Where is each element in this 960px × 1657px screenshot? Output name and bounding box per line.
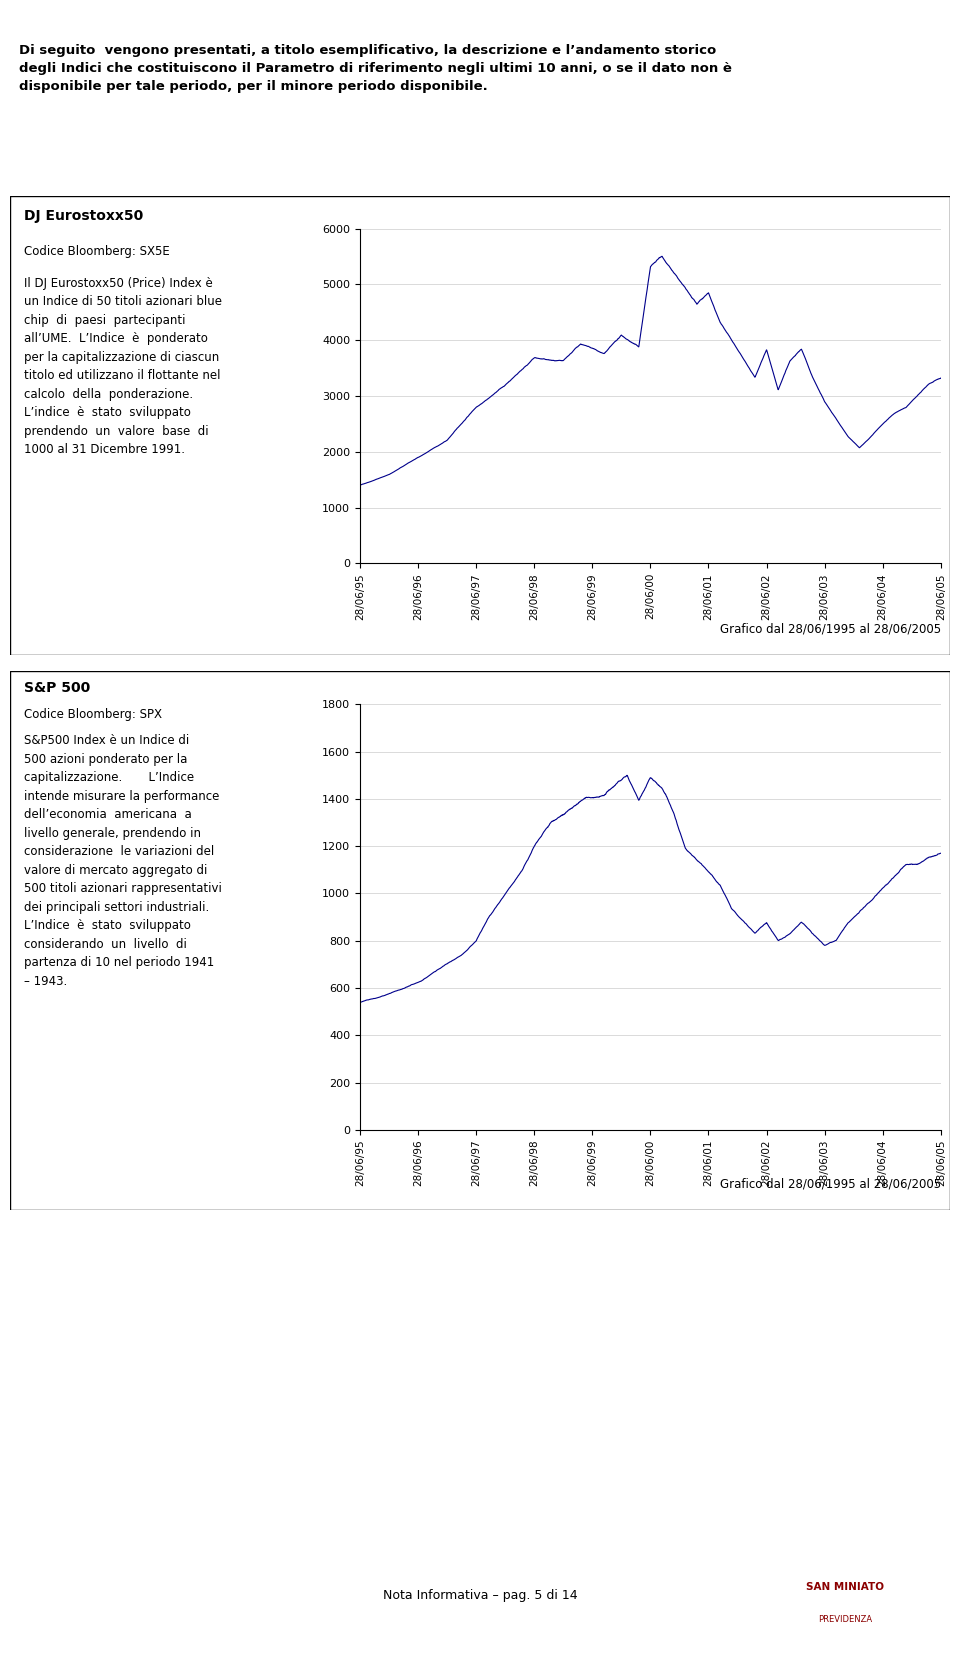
Text: Il DJ Eurostoxx50 (Price) Index è
un Indice di 50 titoli azionari blue
chip  di : Il DJ Eurostoxx50 (Price) Index è un Ind… bbox=[24, 277, 223, 456]
Text: Codice Bloomberg: SX5E: Codice Bloomberg: SX5E bbox=[24, 245, 170, 258]
Text: Di seguito  vengono presentati, a titolo esemplificativo, la descrizione e l’and: Di seguito vengono presentati, a titolo … bbox=[19, 45, 732, 93]
Text: Codice Bloomberg: SPX: Codice Bloomberg: SPX bbox=[24, 708, 162, 721]
FancyBboxPatch shape bbox=[10, 671, 950, 1210]
Text: SAN MINIATO: SAN MINIATO bbox=[805, 1582, 884, 1592]
Text: Nota Informativa – pag. 5 di 14: Nota Informativa – pag. 5 di 14 bbox=[383, 1589, 577, 1602]
FancyBboxPatch shape bbox=[10, 196, 950, 655]
Text: Grafico dal 28/06/1995 al 28/06/2005: Grafico dal 28/06/1995 al 28/06/2005 bbox=[720, 623, 941, 635]
Text: DJ Eurostoxx50: DJ Eurostoxx50 bbox=[24, 209, 144, 224]
Text: S&P500 Index è un Indice di
500 azioni ponderato per la
capitalizzazione.       : S&P500 Index è un Indice di 500 azioni p… bbox=[24, 734, 222, 988]
Text: S&P 500: S&P 500 bbox=[24, 681, 90, 696]
Text: Grafico dal 28/06/1995 al 28/06/2005: Grafico dal 28/06/1995 al 28/06/2005 bbox=[720, 1178, 941, 1190]
Text: PREVIDENZA: PREVIDENZA bbox=[818, 1616, 872, 1624]
